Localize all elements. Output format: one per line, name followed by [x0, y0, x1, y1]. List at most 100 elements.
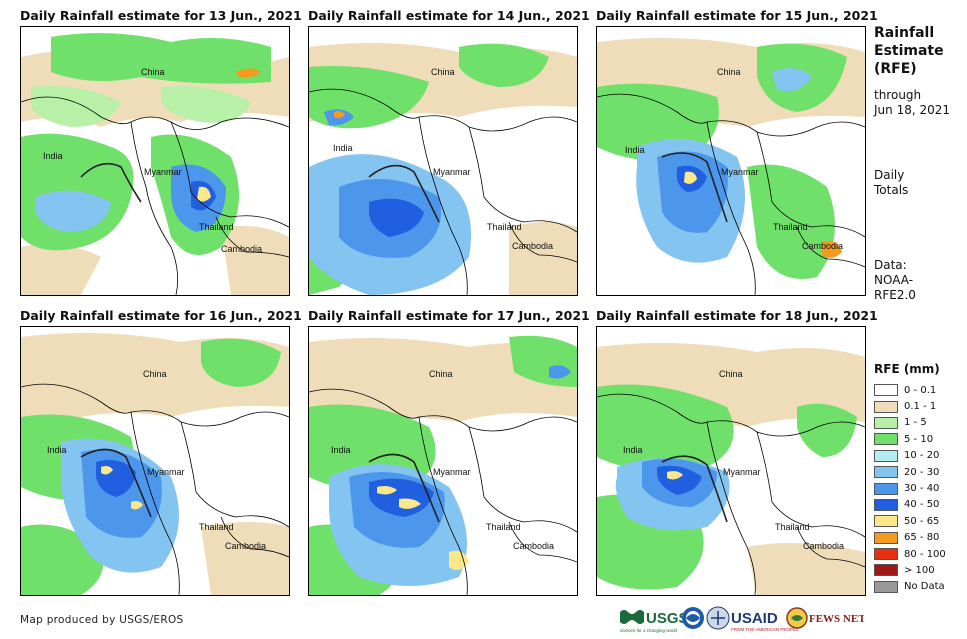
- map-label-cambodia: Cambodia: [803, 541, 844, 551]
- panel-title: Daily Rainfall estimate for 17 Jun., 202…: [308, 308, 590, 323]
- usaid-logo: USAID FROM THE AMERICAN PEOPLE: [706, 606, 798, 632]
- legend-label: 65 - 80: [904, 532, 940, 544]
- rainfall-panel-17-jun: Daily Rainfall estimate for 17 Jun., 202…: [308, 308, 590, 596]
- legend-item: 0.1 - 1: [874, 398, 946, 414]
- sidebar-title-line: (RFE): [874, 61, 917, 77]
- legend-item: 65 - 80: [874, 530, 946, 546]
- map-label-china: China: [431, 67, 455, 77]
- noaa-logo: [682, 607, 704, 629]
- usaid-tagline: FROM THE AMERICAN PEOPLE: [731, 627, 798, 632]
- rainfall-blue-layer: [615, 458, 730, 531]
- map-label-cambodia: Cambodia: [225, 541, 266, 551]
- legend-item: 5 - 10: [874, 431, 946, 447]
- rainfall-map: China India Myanmar Thailand Cambodia: [596, 326, 866, 596]
- legend-title: RFE (mm): [874, 362, 940, 376]
- legend-label: 40 - 50: [904, 499, 940, 511]
- map-label-cambodia: Cambodia: [221, 244, 262, 254]
- legend-item: 80 - 100: [874, 546, 946, 562]
- map-label-cambodia: Cambodia: [512, 241, 553, 251]
- legend-item: > 100: [874, 562, 946, 578]
- through-text: through: [874, 88, 922, 102]
- country-borders: [309, 388, 577, 595]
- rainfall-map: China India Myanmar Thailand Cambodia: [308, 326, 578, 596]
- legend-label: 50 - 65: [904, 515, 940, 527]
- map-label-india: India: [331, 445, 351, 455]
- legend-label: > 100: [904, 564, 935, 576]
- panel-title: Daily Rainfall estimate for 18 Jun., 202…: [596, 308, 878, 323]
- panel-title: Daily Rainfall estimate for 13 Jun., 202…: [20, 8, 302, 23]
- map-label-thailand: Thailand: [199, 522, 234, 532]
- country-borders: [309, 88, 577, 295]
- data-noaa: NOAA-: [874, 273, 914, 287]
- map-label-india: India: [47, 445, 67, 455]
- legend-item: 40 - 50: [874, 497, 946, 513]
- legend-label: 0.1 - 1: [904, 401, 937, 413]
- legend-item: 50 - 65: [874, 513, 946, 529]
- map-label-cambodia: Cambodia: [513, 541, 554, 551]
- rainfall-blue-layer: [309, 109, 471, 295]
- panel-title: Daily Rainfall estimate for 16 Jun., 202…: [20, 308, 302, 323]
- rainfall-tan-layer: [309, 338, 577, 427]
- legend-label: 1 - 5: [904, 417, 927, 429]
- rainfall-panel-14-jun: Daily Rainfall estimate for 14 Jun., 202…: [308, 8, 590, 296]
- legend-label: 10 - 20: [904, 450, 940, 462]
- rainfall-blue-layer: [329, 365, 571, 586]
- fewsnet-logo: FEWS NET: [786, 607, 866, 629]
- legend-item: 0 - 0.1: [874, 382, 946, 398]
- map-label-india: India: [333, 143, 353, 153]
- legend-swatch: [874, 531, 898, 544]
- map-label-china: China: [429, 369, 453, 379]
- sidebar-title: Rainfall Estimate (RFE): [874, 24, 964, 78]
- legend-item: 1 - 5: [874, 415, 946, 431]
- panel-title: Daily Rainfall estimate for 14 Jun., 202…: [308, 8, 590, 23]
- legend-swatch: [874, 498, 898, 511]
- map-label-china: China: [719, 369, 743, 379]
- daily-text: Daily: [874, 168, 905, 182]
- map-label-thailand: Thailand: [486, 522, 521, 532]
- legend-label: No Data: [904, 581, 945, 593]
- coastline: [80, 448, 152, 518]
- map-label-cambodia: Cambodia: [802, 241, 843, 251]
- rainfall-blue-layer: [36, 68, 261, 232]
- rainfall-panel-13-jun: Daily Rainfall estimate for 13 Jun., 202…: [20, 8, 302, 296]
- map-label-thailand: Thailand: [487, 222, 522, 232]
- legend-swatch: [874, 416, 898, 429]
- legend-label: 0 - 0.1: [904, 384, 937, 396]
- rainfall-map: China India Myanmar Thailand Cambodia: [596, 26, 866, 296]
- map-label-thailand: Thailand: [199, 222, 234, 232]
- legend-label: 5 - 10: [904, 433, 934, 445]
- panel-title: Daily Rainfall estimate for 15 Jun., 202…: [596, 8, 878, 23]
- rainfall-panel-16-jun: Daily Rainfall estimate for 16 Jun., 202…: [20, 308, 302, 596]
- legend-swatch: [874, 515, 898, 528]
- legend-item: 10 - 20: [874, 448, 946, 464]
- rainfall-panel-15-jun: Daily Rainfall estimate for 15 Jun., 202…: [596, 8, 878, 296]
- coastline: [661, 152, 728, 223]
- sidebar-title-line: Rainfall: [874, 25, 935, 41]
- map-label-myanmar: Myanmar: [144, 167, 182, 177]
- coastline: [368, 164, 440, 223]
- usgs-tagline: science for a changing world: [620, 628, 678, 633]
- map-label-myanmar: Myanmar: [723, 467, 761, 477]
- sidebar-through: through Jun 18, 2021: [874, 88, 964, 118]
- map-label-india: India: [43, 151, 63, 161]
- map-label-myanmar: Myanmar: [433, 467, 471, 477]
- coastline: [80, 162, 142, 203]
- sidebar-daily-totals: Daily Totals: [874, 168, 964, 198]
- rainfall-map: China India Myanmar Thailand Cambodia: [20, 26, 290, 296]
- country-borders: [597, 93, 865, 295]
- coastline: [661, 455, 728, 523]
- legend-swatch: [874, 564, 898, 577]
- fewsnet-text: FEWS NET: [809, 613, 864, 625]
- totals-text: Totals: [874, 183, 909, 197]
- map-label-china: China: [143, 369, 167, 379]
- country-borders: [597, 393, 865, 595]
- legend-label: 30 - 40: [904, 483, 940, 495]
- map-label-india: India: [625, 145, 645, 155]
- legend-swatch: [874, 400, 898, 413]
- legend-swatch: [874, 580, 898, 593]
- map-label-india: India: [623, 445, 643, 455]
- rainfall-panel-18-jun: Daily Rainfall estimate for 18 Jun., 202…: [596, 308, 878, 596]
- map-label-thailand: Thailand: [773, 222, 808, 232]
- legend-swatch: [874, 384, 898, 397]
- legend-swatch: [874, 466, 898, 479]
